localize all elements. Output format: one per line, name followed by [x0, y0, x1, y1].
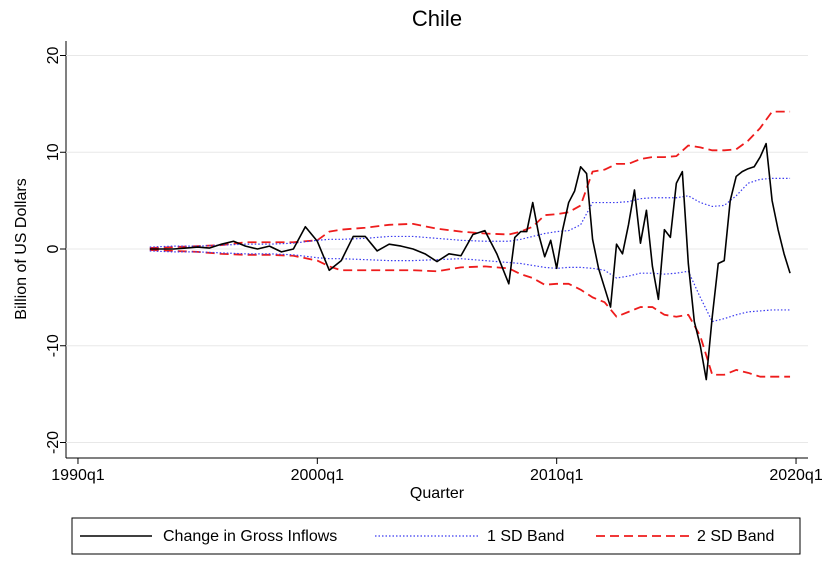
legend-box	[71, 517, 801, 555]
y-tick-label: -20	[45, 431, 62, 454]
legend-label: Change in Gross Inflows	[163, 528, 337, 545]
series-line	[149, 250, 791, 323]
series-line	[149, 249, 791, 378]
x-tick-label: 2020q1	[769, 467, 822, 484]
series-line	[149, 177, 791, 248]
x-axis-title: Quarter	[410, 485, 465, 502]
legend-label: 2 SD Band	[697, 528, 774, 545]
chart-title: Chile	[412, 6, 462, 31]
x-tick-label: 2000q1	[291, 467, 344, 484]
x-tick-label: 2010q1	[530, 467, 583, 484]
y-axis-title: Billion of US Dollars	[13, 178, 30, 319]
x-tick-label: 1990q1	[51, 467, 104, 484]
legend-label: 1 SD Band	[487, 528, 564, 545]
y-tick-label: 10	[45, 143, 62, 161]
y-tick-label: -10	[45, 334, 62, 357]
series-line	[149, 142, 791, 381]
y-tick-label: 20	[45, 47, 62, 65]
y-tick-label: 0	[45, 244, 62, 253]
series-line	[149, 110, 791, 249]
